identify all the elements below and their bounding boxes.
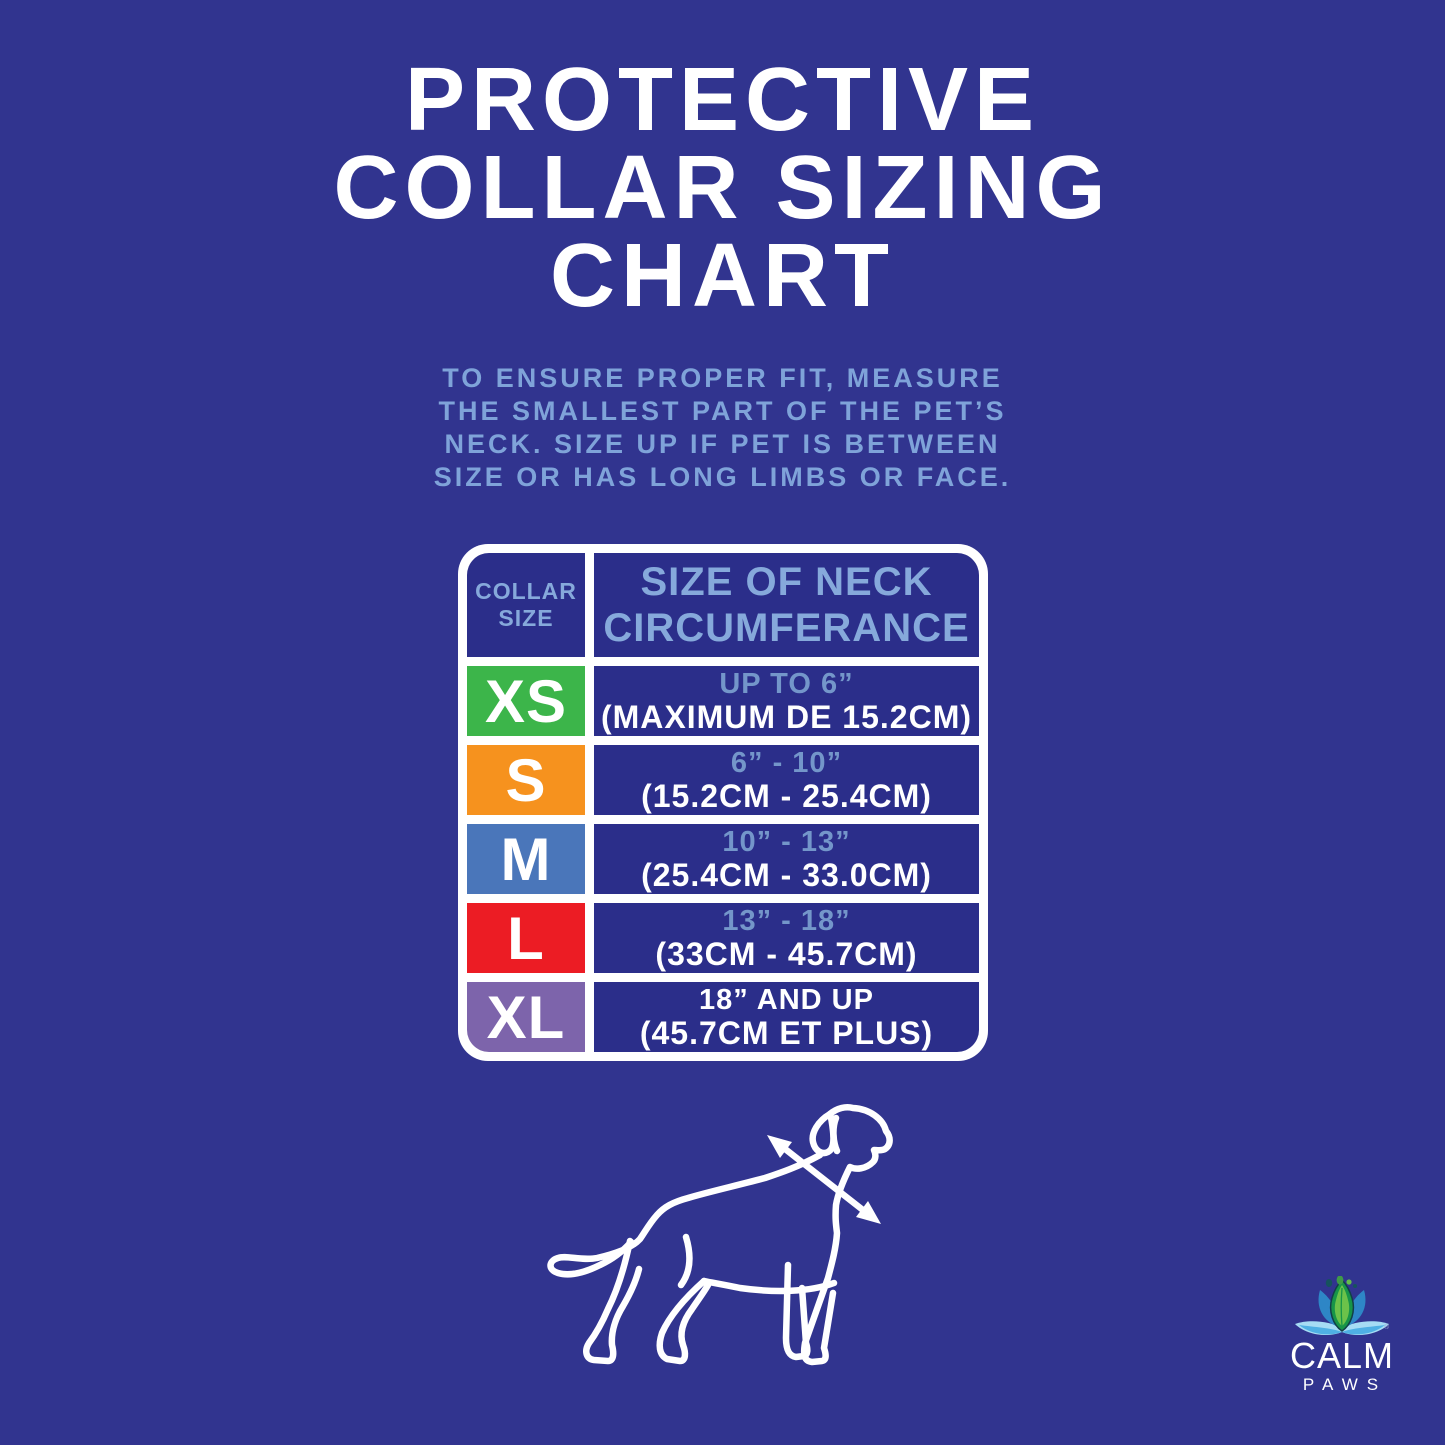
size-badge-s: S [467,745,585,815]
table-row-xs-values: UP TO 6” (MAXIMUM DE 15.2CM) [594,666,979,736]
logo-sub-brand-name: PAWS [1302,1375,1388,1394]
range-inches: 13” - 18” [722,904,851,937]
size-badge-xl: XL [467,982,585,1052]
range-inches: UP TO 6” [719,667,854,700]
measure-arrow-icon [767,1135,881,1224]
lotus-icon: ® [1295,1276,1390,1336]
range-metric: (33CM - 45.7CM) [655,935,918,972]
table-row-m-values: 10” - 13” (25.4CM - 33.0CM) [594,824,979,894]
fit-instructions: TO ENSURE PROPER FIT, MEASURE THE SMALLE… [0,362,1445,494]
table-row-l-values: 13” - 18” (33CM - 45.7CM) [594,903,979,973]
table-row-xl-values: 18” AND UP (45.7CM ET PLUS) [594,982,979,1052]
instruction-line: NECK. SIZE UP IF PET IS BETWEEN [444,429,1001,459]
title-line-3: CHART [550,226,895,326]
size-badge-m: M [467,824,585,894]
column-header-neck-circumference: SIZE OF NECK CIRCUMFERANCE [594,553,979,657]
registered-trademark-icon: ® [1384,1323,1390,1331]
instruction-line: THE SMALLEST PART OF THE PET’S [438,396,1007,426]
instruction-line: SIZE OR HAS LONG LIMBS OR FACE. [433,462,1012,492]
range-inches: 18” AND UP [699,983,874,1016]
sizing-table: COLLAR SIZE SIZE OF NECK CIRCUMFERANCE X… [458,544,988,1061]
range-inches: 10” - 13” [722,825,851,858]
range-metric: (15.2CM - 25.4CM) [641,777,932,814]
title-line-2: COLLAR SIZING [333,138,1112,238]
table-row-s-values: 6” - 10” (15.2CM - 25.4CM) [594,745,979,815]
page-title: PROTECTIVE COLLAR SIZING CHART [0,50,1445,326]
dog-outline-icon [547,1104,893,1366]
range-metric: (MAXIMUM DE 15.2CM) [600,698,972,735]
size-badge-l: L [467,903,585,973]
logo-brand-name: CALM [1289,1335,1395,1376]
calm-paws-logo: ® CALM PAWS [1284,1276,1400,1395]
range-metric: (25.4CM - 33.0CM) [641,856,932,893]
range-metric: (45.7CM ET PLUS) [639,1014,934,1051]
title-line-1: PROTECTIVE [404,50,1041,150]
instruction-line: TO ENSURE PROPER FIT, MEASURE [442,363,1003,393]
size-badge-xs: XS [467,666,585,736]
range-inches: 6” - 10” [730,746,843,779]
column-header-collar-size: COLLAR SIZE [467,553,585,657]
dog-measure-illustration [540,1093,960,1385]
